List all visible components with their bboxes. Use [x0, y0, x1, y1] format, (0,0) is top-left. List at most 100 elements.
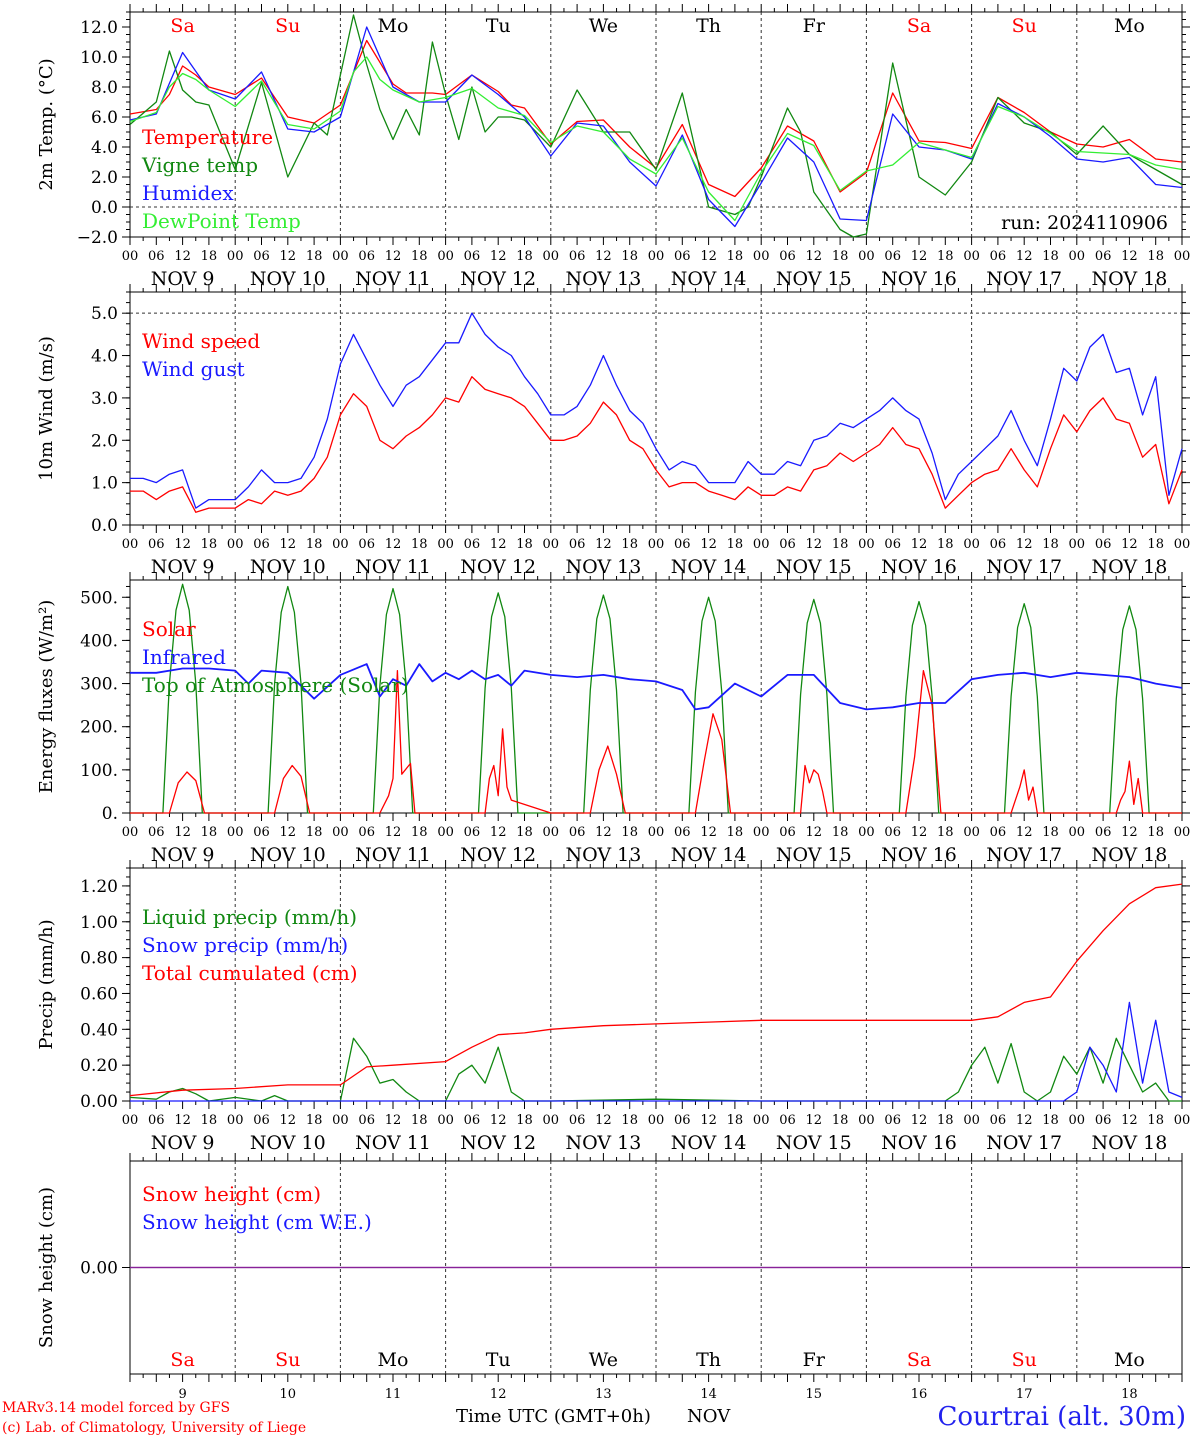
- weekday-label: Mo: [378, 1349, 409, 1371]
- hour-tick-label: 06: [569, 1113, 586, 1128]
- y-tick-label: 500.: [80, 588, 118, 608]
- y-tick-label: 0.20: [80, 1056, 118, 1076]
- hour-tick-label: 18: [306, 1113, 323, 1128]
- hour-tick-label: 06: [779, 249, 796, 264]
- hour-tick-label: 18: [306, 537, 323, 552]
- hour-tick-label: 06: [884, 249, 901, 264]
- hour-tick-label: 00: [1069, 1113, 1086, 1128]
- date-label: NOV 14: [671, 556, 747, 578]
- hour-tick-label: 00: [858, 1113, 875, 1128]
- hour-tick-label: 06: [253, 249, 270, 264]
- hour-tick-label: 06: [674, 1113, 691, 1128]
- date-label: NOV 10: [250, 556, 326, 578]
- hour-tick-label: 06: [358, 249, 375, 264]
- hour-tick-label: 06: [464, 537, 481, 552]
- day-number-label: 9: [178, 1387, 186, 1402]
- date-label: NOV 16: [881, 1132, 957, 1154]
- hour-tick-label: 00: [753, 537, 770, 552]
- weekday-label: Mo: [1114, 15, 1145, 37]
- hour-tick-label: 00: [753, 1113, 770, 1128]
- hour-tick-label: 06: [253, 537, 270, 552]
- date-label: NOV 12: [460, 1132, 536, 1154]
- hour-tick-label: 00: [227, 1113, 244, 1128]
- hour-tick-label: 00: [648, 249, 665, 264]
- hour-tick-label: 12: [806, 249, 823, 264]
- hour-tick-label: 06: [990, 825, 1007, 840]
- hour-tick-label: 00: [543, 249, 560, 264]
- hour-tick-label: 12: [595, 537, 612, 552]
- day-number-label: 12: [490, 1387, 507, 1402]
- weekday-label: Fr: [803, 1349, 826, 1371]
- hour-tick-label: 18: [516, 825, 533, 840]
- y-tick-label: 0.40: [80, 1020, 118, 1040]
- date-label: NOV 18: [1091, 1132, 1167, 1154]
- date-label: NOV 16: [881, 556, 957, 578]
- hour-tick-label: 18: [1042, 1113, 1059, 1128]
- weekday-label: Mo: [378, 15, 409, 37]
- hour-tick-label: 06: [674, 825, 691, 840]
- date-label: NOV 10: [250, 1132, 326, 1154]
- hour-tick-label: 06: [1095, 825, 1112, 840]
- date-label: NOV 9: [151, 556, 215, 578]
- weekday-label: We: [589, 15, 618, 37]
- hour-tick-label: 00: [963, 1113, 980, 1128]
- day-number-label: 17: [1016, 1387, 1033, 1402]
- y-tick-label: 2.0: [91, 431, 118, 451]
- weekday-label: Sa: [907, 1349, 931, 1371]
- hour-tick-label: 00: [543, 537, 560, 552]
- hour-tick-label: 12: [806, 537, 823, 552]
- date-label: NOV 16: [881, 268, 957, 290]
- hour-tick-label: 06: [990, 537, 1007, 552]
- hour-tick-label: 00: [648, 825, 665, 840]
- date-label: NOV 11: [355, 844, 431, 866]
- hour-tick-label: 00: [1174, 1113, 1191, 1128]
- hour-tick-label: 12: [385, 537, 402, 552]
- hour-tick-label: 18: [621, 537, 638, 552]
- location-title: Courtrai (alt. 30m): [937, 1402, 1187, 1432]
- date-label: NOV 18: [1091, 844, 1167, 866]
- hour-tick-label: 06: [990, 249, 1007, 264]
- legend-entry: Snow precip (mm/h): [142, 933, 348, 957]
- series-line: [129, 26, 1183, 228]
- hour-tick-label: 00: [1174, 249, 1191, 264]
- date-label: NOV 18: [1091, 268, 1167, 290]
- hour-tick-label: 12: [911, 249, 928, 264]
- hour-tick-label: 12: [385, 825, 402, 840]
- hour-tick-label: 12: [385, 1113, 402, 1128]
- hour-tick-label: 00: [437, 537, 454, 552]
- hour-tick-label: 00: [858, 249, 875, 264]
- date-label: NOV 9: [151, 268, 215, 290]
- hour-tick-label: 12: [911, 825, 928, 840]
- hour-tick-label: 18: [411, 825, 428, 840]
- y-tick-label: 300.: [80, 675, 118, 695]
- hour-tick-label: 06: [884, 537, 901, 552]
- temp-panel: [122, 4, 1190, 245]
- hour-tick-label: 12: [911, 537, 928, 552]
- date-label: NOV 17: [986, 844, 1062, 866]
- series-line: [129, 56, 1183, 222]
- series-line: [130, 669, 1182, 814]
- hour-tick-label: 12: [280, 825, 297, 840]
- legend-entry: Liquid precip (mm/h): [142, 905, 357, 929]
- y-tick-label: 3.0: [91, 389, 118, 409]
- hour-tick-label: 12: [280, 249, 297, 264]
- hour-tick-label: 06: [464, 825, 481, 840]
- hour-tick-label: 06: [464, 249, 481, 264]
- hour-tick-label: 00: [1069, 537, 1086, 552]
- legend-entry: Infrared: [142, 645, 226, 669]
- hour-tick-label: 18: [727, 249, 744, 264]
- hour-tick-label: 12: [174, 537, 191, 552]
- hour-tick-label: 18: [937, 249, 954, 264]
- date-label: NOV 17: [986, 268, 1062, 290]
- flux-y-axis-label: Energy fluxes (W/m²): [36, 600, 57, 794]
- hour-tick-label: 00: [122, 825, 139, 840]
- hour-tick-label: 18: [1042, 249, 1059, 264]
- hour-tick-label: 12: [1121, 537, 1138, 552]
- hour-tick-label: 00: [227, 825, 244, 840]
- hour-tick-label: 18: [411, 537, 428, 552]
- hour-tick-label: 06: [358, 537, 375, 552]
- day-number-label: 15: [806, 1387, 823, 1402]
- hour-tick-label: 06: [358, 825, 375, 840]
- date-label: NOV 10: [250, 844, 326, 866]
- hour-tick-label: 18: [937, 1113, 954, 1128]
